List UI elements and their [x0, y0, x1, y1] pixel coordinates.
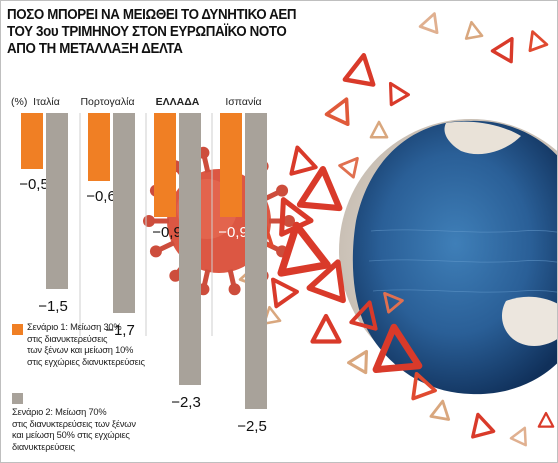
- legend-line: στις διανυκτερεύσεις των ξένων: [12, 418, 136, 429]
- triangle-shape: [369, 120, 389, 139]
- legend-line: στις εγχώριες διανυκτερεύσεις: [27, 356, 145, 367]
- triangle-shape: [271, 277, 299, 309]
- triangle-shape: [471, 412, 496, 439]
- globe-illustration: [339, 119, 557, 395]
- triangle-shape: [388, 81, 410, 107]
- bar-scenario1: [21, 113, 43, 169]
- triangle-shape: [342, 53, 376, 87]
- triangle-shape: [383, 291, 404, 314]
- value-label: −2,5: [237, 418, 267, 435]
- legend-line: Σενάριο 1: Μείωση 30%: [27, 322, 122, 332]
- triangle-shape: [537, 411, 555, 428]
- legend-scenario2: Σενάριο 2: Μείωση 70% στις διανυκτερεύσε…: [12, 407, 136, 453]
- triangle-shape: [338, 156, 359, 179]
- title-line: ΠΟΣΟ ΜΠΟΡΕΙ ΝΑ ΜΕΙΩΘΕΙ ΤΟ ΔΥΝΗΤΙΚΟ ΑΕΠ: [7, 7, 297, 23]
- legend-line: στις διανυκτερεύσεις: [27, 333, 108, 344]
- legend-swatch-scenario2: [12, 393, 23, 404]
- unit-label: (%): [11, 96, 27, 108]
- value-label: −0,5: [19, 176, 49, 193]
- triangle-shape: [289, 145, 318, 176]
- triangle-shape: [277, 221, 331, 277]
- triangle-shape: [324, 97, 350, 127]
- triangle-shape: [296, 166, 343, 212]
- title-line: ΤΟΥ 3ου ΤΡΙΜΗΝΟΥ ΣΤΟΝ ΕΥΡΩΠΑΪΚΟ ΝΟΤΟ: [7, 24, 287, 40]
- value-label: −1,5: [38, 298, 68, 315]
- bars-layer: (%) Ιταλία −0,5 −1,5 Πορτογαλία −0,6 −1,7 ΕΛΛΑΔ…: [11, 96, 267, 435]
- triangle-shape: [306, 259, 346, 304]
- legend-line: των ξένων και μείωση 10%: [27, 345, 134, 356]
- category-label: Πορτογαλία: [80, 96, 134, 108]
- legend-line: διανυκτερεύσεις: [12, 441, 75, 452]
- chart-title: ΠΟΣΟ ΜΠΟΡΕΙ ΝΑ ΜΕΙΩΘΕΙ ΤΟ ΔΥΝΗΤΙΚΟ ΑΕΠ Τ…: [7, 7, 297, 58]
- bar-scenario1: [154, 113, 176, 217]
- category-label: Ιταλία: [33, 96, 60, 108]
- triangle-shape: [372, 323, 423, 373]
- triangle-shape: [347, 349, 369, 375]
- legend-line: και μείωση 50% στις εγχώριες: [12, 430, 130, 441]
- title-line: ΑΠΟ ΤΗ ΜΕΤΑΛΛΑΞΗ ΔΕΛΤΑ: [7, 41, 183, 57]
- triangle-shape: [411, 371, 437, 401]
- bar-scenario1: [88, 113, 110, 181]
- triangle-shape: [528, 30, 549, 53]
- value-label: −0,6: [86, 188, 116, 205]
- triangle-shape: [464, 20, 484, 40]
- decorative-triangles: [238, 12, 555, 447]
- triangle-shape: [429, 399, 451, 421]
- value-label: −1,7: [105, 322, 135, 339]
- triangle-shape: [349, 300, 378, 331]
- category-label: Ισπανία: [225, 96, 261, 108]
- triangle-shape: [418, 12, 439, 35]
- triangle-shape: [310, 313, 342, 344]
- bar-scenario2: [46, 113, 68, 289]
- category-label: ΕΛΛΑΔΑ: [156, 96, 200, 108]
- bar-scenario2: [179, 113, 201, 385]
- value-label: −0,9: [218, 224, 248, 241]
- triangle-shape: [509, 426, 527, 447]
- legend-line: Σενάριο 2: Μείωση 70%: [12, 407, 107, 417]
- triangle-shape: [490, 36, 514, 64]
- legend-swatch-scenario1: [12, 324, 23, 335]
- legend-scenario1: Σενάριο 1: Μείωση 30% στις διανυκτερεύσε…: [27, 322, 145, 368]
- bar-scenario2: [113, 113, 135, 313]
- bar-scenario2: [245, 113, 267, 409]
- value-label: −2,3: [171, 394, 201, 411]
- bar-scenario1: [220, 113, 242, 217]
- value-label: −0,9: [152, 224, 182, 241]
